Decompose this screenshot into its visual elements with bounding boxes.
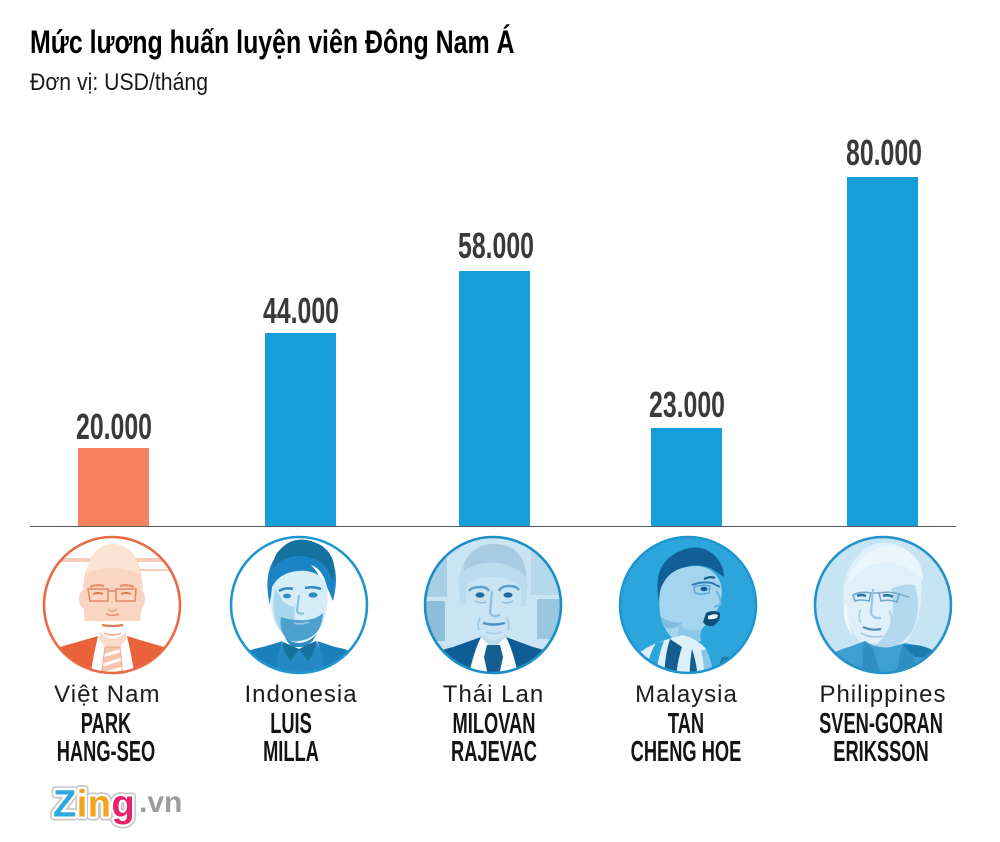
svg-text:Zing: Zing [53, 784, 135, 826]
svg-text:Zing: Zing [53, 784, 135, 826]
svg-text:Zing: Zing [53, 784, 135, 826]
svg-text:.vn: .vn [139, 786, 182, 819]
